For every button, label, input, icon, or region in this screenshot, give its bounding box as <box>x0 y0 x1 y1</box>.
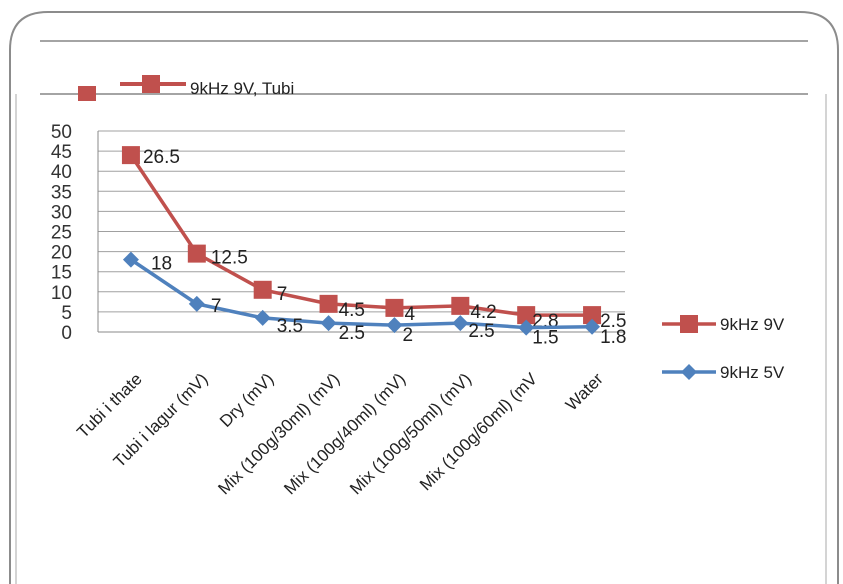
data-point <box>583 306 602 325</box>
legend-marker <box>681 364 697 380</box>
data-label: 7 <box>211 296 222 317</box>
data-point <box>320 315 337 332</box>
header-legend-label: 9kHz 9V, Tubi <box>190 79 294 98</box>
y-tick-label: 15 <box>51 263 72 284</box>
data-label: 3.5 <box>277 316 303 337</box>
data-point <box>584 318 601 335</box>
data-label: 7 <box>277 284 288 305</box>
x-tick-label: Mix (100g/30ml) (mV) <box>214 369 343 498</box>
data-point <box>386 317 403 334</box>
data-label: 1.5 <box>532 328 558 349</box>
legend: 9kHz 9V 9kHz 5V <box>662 315 785 382</box>
data-label: 1.8 <box>600 327 626 348</box>
data-label: 2.5 <box>468 321 494 342</box>
legend-label: 9kHz 9V <box>720 315 785 334</box>
legend-marker <box>680 315 698 333</box>
data-point <box>188 295 205 312</box>
legend-label: 9kHz 5V <box>720 363 785 382</box>
data-point <box>122 251 139 268</box>
bullet-icon <box>78 86 96 101</box>
x-tick-label: Mix (100g/60ml) (mV <box>416 369 541 494</box>
x-tick-label: Dry (mV) <box>216 369 278 431</box>
data-label: 2.5 <box>600 311 626 332</box>
slide-frame <box>9 11 839 584</box>
x-tick-label: Mix (100g/40ml) (mV) <box>280 369 409 498</box>
data-label: 4.5 <box>339 300 365 321</box>
data-point <box>385 298 404 317</box>
y-tick-label: 50 <box>51 122 72 143</box>
header-legend-marker <box>142 75 160 93</box>
series-line-1 <box>129 258 593 330</box>
y-tick-label: 30 <box>51 202 72 223</box>
data-label: 2 <box>402 325 413 346</box>
data-label: 2.5 <box>339 323 365 344</box>
y-tick-label: 40 <box>51 162 72 183</box>
y-tick-label: 35 <box>51 182 72 203</box>
series-line-0 <box>129 154 593 317</box>
data-label: 18 <box>151 254 172 275</box>
data-point <box>253 280 272 299</box>
data-point <box>187 244 206 263</box>
data-point <box>319 294 338 313</box>
y-tick-label: 10 <box>51 283 72 304</box>
data-point <box>518 319 535 336</box>
y-tick-label: 20 <box>51 243 72 264</box>
data-label: 4 <box>404 304 415 325</box>
x-tick-label: Water <box>562 369 607 414</box>
y-tick-label: 0 <box>61 323 72 344</box>
data-point <box>254 309 271 326</box>
data-label: 26.5 <box>143 147 180 168</box>
x-tick-label: Mix (100g/50ml) (mV) <box>346 369 475 498</box>
data-point <box>517 306 536 325</box>
data-label: 12.5 <box>211 248 248 269</box>
data-point <box>121 146 140 165</box>
y-tick-label: 45 <box>51 142 72 163</box>
data-point <box>452 315 469 332</box>
data-point <box>451 296 470 315</box>
data-label: 4.2 <box>470 302 496 323</box>
x-tick-label: Tubi i thate <box>73 369 145 441</box>
y-tick-label: 5 <box>61 303 72 324</box>
y-tick-label: 25 <box>51 223 72 244</box>
